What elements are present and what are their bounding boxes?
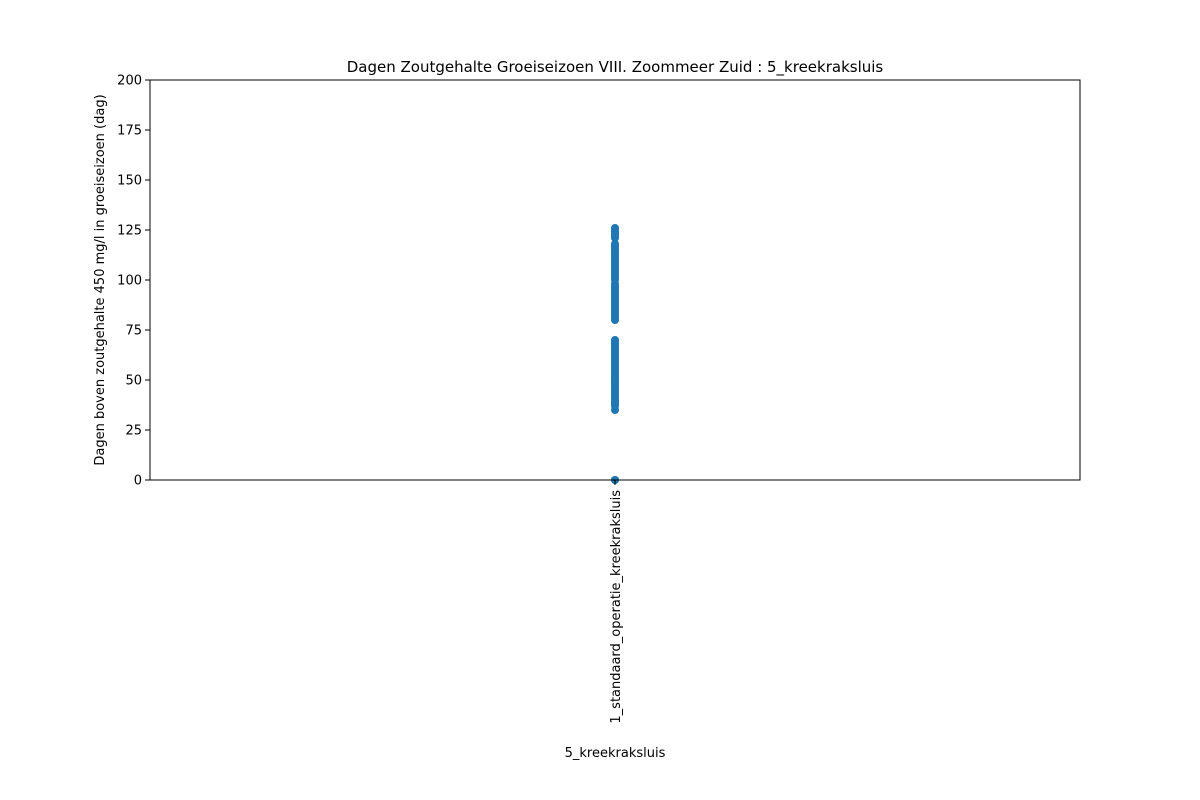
- y-axis-label: Dagen boven zoutgehalte 450 mg/l in groe…: [93, 94, 108, 465]
- data-point: [611, 336, 619, 344]
- y-tick-label: 150: [117, 174, 142, 189]
- y-axis: 0 25 50 75 100 125 150 175 200: [117, 74, 150, 489]
- y-tick-label: 25: [125, 424, 142, 439]
- y-tick-label: 175: [117, 124, 142, 139]
- y-tick-label: 50: [125, 374, 142, 389]
- data-point: [611, 224, 619, 232]
- y-tick-label: 125: [117, 224, 142, 239]
- x-tick-label: 1_standaard_operatie_kreekraksluis: [609, 490, 624, 724]
- y-tick-label: 200: [117, 74, 142, 89]
- data-point: [611, 240, 619, 248]
- data-points: [611, 224, 619, 484]
- y-tick-label: 75: [125, 324, 142, 339]
- y-tick-label: 100: [117, 274, 142, 289]
- x-axis-label: 5_kreekraksluis: [565, 746, 666, 761]
- y-tick-label: 0: [134, 474, 142, 489]
- chart-title: Dagen Zoutgehalte Groeiseizoen VIII. Zoo…: [347, 58, 884, 77]
